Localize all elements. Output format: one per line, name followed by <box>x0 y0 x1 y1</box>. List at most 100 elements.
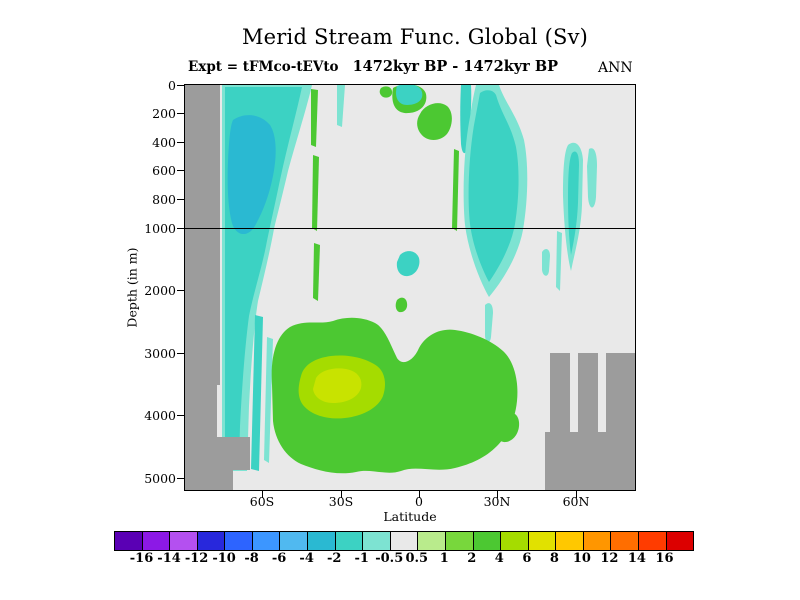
colorbar-tick-label: -8 <box>244 551 259 566</box>
topography-north <box>545 353 635 490</box>
reference-line-1000m <box>185 228 635 229</box>
colorbar-tick-label: -12 <box>184 551 209 566</box>
y-tick-mark <box>177 228 185 229</box>
contour-equator-surface-negative <box>396 85 423 105</box>
period-label: 1472kyr BP - 1472kyr BP <box>352 58 559 75</box>
colorbar-tick-label: -1 <box>354 551 369 566</box>
colorbar-segment <box>224 532 252 550</box>
x-tick-mark <box>262 491 263 498</box>
x-tick-mark <box>576 491 577 498</box>
season-label: ANN <box>598 60 633 76</box>
colorbar-tick-label: -0.5 <box>375 551 404 566</box>
y-tick-label: 4000 <box>144 408 176 423</box>
page-title: Merid Stream Func. Global (Sv) <box>241 25 589 49</box>
colorbar-segment <box>555 532 583 550</box>
x-tick-label: 60S <box>249 494 275 509</box>
contour-thermocline-positive <box>417 103 452 140</box>
colorbar-segment <box>389 532 418 550</box>
colorbar-segment <box>527 532 556 550</box>
colorbar-segment <box>610 532 638 550</box>
contour-deep-positive-bright-core <box>313 368 362 403</box>
y-tick-label: 3000 <box>144 346 176 361</box>
colorbar-segment <box>307 532 335 550</box>
y-tick-mark <box>177 290 185 291</box>
colorbar-segment <box>334 532 363 550</box>
colorbar-segment <box>141 532 170 550</box>
colorbar-tick-label: -16 <box>129 551 154 566</box>
colorbar-segment <box>115 532 142 550</box>
colorbar-tick-label: 1 <box>439 551 449 566</box>
contour-mid-depth-green-dot <box>395 297 408 313</box>
x-tick-label: 60N <box>562 494 590 509</box>
colorbar-segment <box>637 532 666 550</box>
experiment-label: Expt = tFMco-tEVto <box>188 59 339 75</box>
contour-north-subtropical-mid <box>468 90 519 282</box>
y-tick-mark <box>177 353 185 354</box>
contour-north-polar-mid <box>568 151 579 255</box>
x-tick-mark <box>341 491 342 498</box>
colorbar-tick-label: -14 <box>157 551 181 566</box>
x-tick-label: 30N <box>483 494 511 509</box>
y-tick-label: 0 <box>168 78 176 93</box>
colorbar-tick-label: 6 <box>522 551 532 566</box>
colorbar-segment <box>196 532 225 550</box>
contour-surface-green-dot <box>379 86 393 98</box>
colorbar-tick-label: 8 <box>549 551 559 566</box>
colorbar-tick-label: 14 <box>627 551 646 566</box>
colorbar-tick-label: -2 <box>326 551 342 566</box>
contour-mid-negative-sliver-2 <box>556 231 562 291</box>
colorbar-segment <box>279 532 308 550</box>
colorbar-tick-label: -6 <box>271 551 287 566</box>
colorbar-segment <box>500 532 528 550</box>
colorbar <box>114 531 694 551</box>
contour-positive-sliver-2 <box>312 155 319 231</box>
colorbar-segment <box>665 532 694 550</box>
x-axis-title: Latitude <box>383 509 437 524</box>
colorbar-segment <box>444 532 473 550</box>
x-tick-label: 0 <box>415 494 423 509</box>
colorbar-segment <box>362 532 390 550</box>
colorbar-segment <box>251 532 280 550</box>
y-tick-mark <box>177 113 185 114</box>
contour-positive-sliver-west-band <box>452 149 459 231</box>
contour-negative-sliver-south <box>337 85 345 127</box>
x-tick-label: 30S <box>328 494 354 509</box>
colorbar-tick-label: -4 <box>299 551 314 566</box>
colorbar-segment <box>472 532 501 550</box>
plot-area <box>184 84 636 491</box>
contour-south-negative-core <box>227 115 276 235</box>
contour-mid-depth-negative-blob <box>396 251 420 277</box>
colorbar-segment <box>582 532 611 550</box>
contour-positive-sliver-1 <box>311 89 318 147</box>
colorbar-tick-label: 4 <box>494 551 504 566</box>
contour-deep-south-streak-1 <box>251 315 263 471</box>
colorbar-segment <box>169 532 197 550</box>
contour-positive-sliver-3 <box>313 243 320 301</box>
contour-deep-positive-east-bit <box>495 412 520 443</box>
x-tick-mark <box>419 491 420 498</box>
subtitle: Expt = tFMco-tEVto 1472kyr BP - 1472kyr B… <box>188 58 558 75</box>
contour-deep-south-streak-2 <box>264 337 273 463</box>
y-tick-label: 1000 <box>144 221 176 236</box>
y-tick-mark <box>177 85 185 86</box>
colorbar-tick-label: 16 <box>655 551 674 566</box>
contour-north-polar-streak-2 <box>587 148 597 208</box>
contour-mid-negative-sliver-1 <box>542 248 550 276</box>
y-tick-mark <box>177 142 185 143</box>
colorbar-labels: -16 -14 -12 -10 -8 -6 -4 -2 -1 -0.5 0.5 1 2 4 6 8 10 12 14… <box>114 551 692 567</box>
colorbar-tick-label: 2 <box>467 551 477 566</box>
y-tick-label: 5000 <box>144 471 176 486</box>
y-tick-mark <box>177 415 185 416</box>
y-tick-mark <box>177 199 185 200</box>
y-tick-mark <box>177 170 185 171</box>
colorbar-tick-label: 12 <box>600 551 619 566</box>
contour-band-tail <box>485 303 493 343</box>
y-tick-label: 200 <box>152 106 176 121</box>
y-tick-label: 600 <box>152 163 176 178</box>
y-tick-label: 2000 <box>144 283 176 298</box>
topography-antarctica <box>185 85 250 490</box>
colorbar-tick-label: 0.5 <box>405 551 429 566</box>
y-tick-label: 400 <box>152 135 176 150</box>
x-tick-mark <box>497 491 498 498</box>
